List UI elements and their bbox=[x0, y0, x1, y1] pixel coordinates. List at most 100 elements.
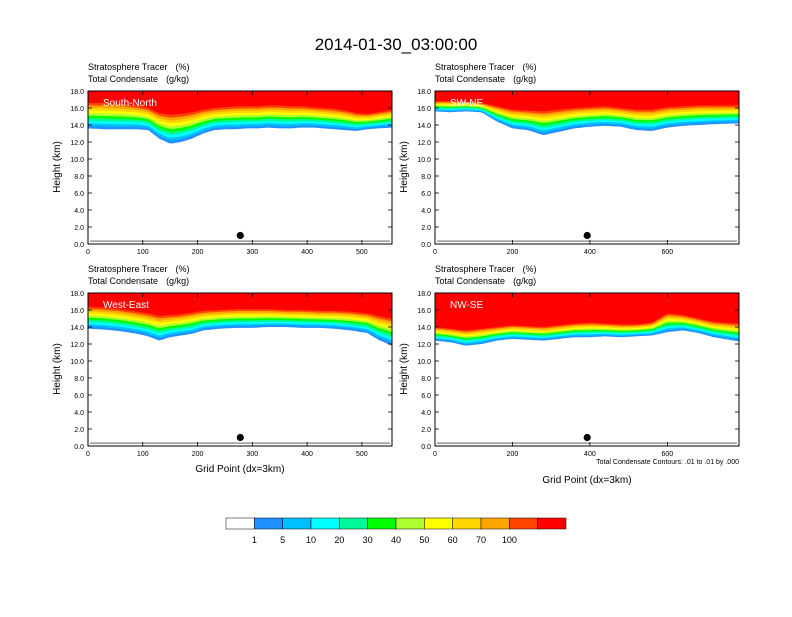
y-tick-label: 12.0 bbox=[417, 342, 431, 349]
colorbar-swatch bbox=[480, 517, 510, 530]
x-tick-label: 400 bbox=[301, 451, 313, 458]
section-label: NW-SE bbox=[450, 300, 483, 311]
colorbar-swatch bbox=[367, 517, 397, 530]
y-tick-label: 0.0 bbox=[74, 444, 84, 451]
colorbar-swatch bbox=[452, 517, 482, 530]
panel-header-line2: Total Condensate (g/kg) bbox=[88, 74, 189, 84]
panel-header-line1: Stratosphere Tracer (%) bbox=[88, 62, 190, 72]
x-tick-label: 200 bbox=[507, 451, 519, 458]
y-tick-label: 16.0 bbox=[70, 106, 84, 113]
colorbar-label: 50 bbox=[419, 535, 429, 545]
colorbar: 1 5 10 20 30 40 50 60 70 100 bbox=[225, 517, 567, 545]
y-tick-label: 4.0 bbox=[421, 410, 431, 417]
x-tick-label: 200 bbox=[192, 451, 204, 458]
section-plot: South-North 0.0 2.0 4.0 6.0 8.0 10.0 12.0 14.0 16… bbox=[70, 89, 393, 256]
section-plot: SW-NE 0.0 2.0 4.0 6.0 8.0 10.0 12.0 14.0 16.0 18.0… bbox=[417, 89, 740, 256]
x-tick-label: 200 bbox=[507, 249, 519, 256]
colorbar-label: 100 bbox=[502, 535, 517, 545]
x-tick-label: 400 bbox=[584, 249, 596, 256]
x-axis-label: Grid Point (dx=3km) bbox=[542, 475, 631, 486]
colorbar-swatch bbox=[537, 517, 567, 530]
tracer-band bbox=[435, 91, 739, 112]
plot-frame bbox=[87, 292, 393, 447]
colorbar-swatch bbox=[339, 517, 368, 530]
colorbar-label: 10 bbox=[306, 535, 316, 545]
x-tick-label: 0 bbox=[86, 249, 90, 256]
x-tick-label: 400 bbox=[301, 249, 313, 256]
x-tick-label: 100 bbox=[137, 249, 149, 256]
location-marker bbox=[236, 231, 244, 240]
colorbar-label: 30 bbox=[363, 535, 373, 545]
y-tick-label: 6.0 bbox=[74, 393, 84, 400]
y-tick-label: 2.0 bbox=[74, 427, 84, 434]
section-plot: NW-SE 0.0 2.0 4.0 6.0 8.0 10.0 12.0 14.0 16.0 18.0… bbox=[417, 291, 740, 458]
tracer-band bbox=[88, 91, 392, 115]
y-tick-label: 16.0 bbox=[417, 308, 431, 315]
section-plot: West-East 0.0 2.0 4.0 6.0 8.0 10.0 12.0 14.0 16.0… bbox=[70, 291, 393, 458]
y-tick-label: 10.0 bbox=[70, 157, 84, 164]
panel-sw-ne: Stratosphere Tracer (%) Total Condensate(… bbox=[399, 62, 740, 256]
y-tick-label: 18.0 bbox=[70, 291, 84, 298]
colorbar-swatch bbox=[225, 517, 255, 530]
y-tick-label: 0.0 bbox=[421, 444, 431, 451]
y-tick-label: 0.0 bbox=[74, 242, 84, 249]
x-tick-label: 0 bbox=[433, 249, 437, 256]
y-tick-label: 6.0 bbox=[421, 393, 431, 400]
y-tick-label: 2.0 bbox=[421, 427, 431, 434]
y-tick-label: 4.0 bbox=[421, 208, 431, 215]
x-tick-label: 0 bbox=[86, 451, 90, 458]
panel-header-line2: Total Condensate (g/kg) bbox=[435, 74, 536, 84]
panel-header-line2: Total Condensate (g/kg) bbox=[88, 276, 189, 286]
x-tick-label: 300 bbox=[246, 451, 258, 458]
y-tick-label: 10.0 bbox=[417, 359, 431, 366]
x-tick-label: 100 bbox=[137, 451, 149, 458]
y-tick-label: 8.0 bbox=[74, 174, 84, 181]
y-tick-label: 18.0 bbox=[70, 89, 84, 96]
plot-frame bbox=[434, 90, 740, 245]
y-tick-label: 14.0 bbox=[417, 123, 431, 130]
y-tick-label: 4.0 bbox=[74, 208, 84, 215]
y-tick-label: 0.0 bbox=[421, 242, 431, 249]
y-tick-label: 10.0 bbox=[417, 157, 431, 164]
x-axis-label: Grid Point (dx=3km) bbox=[195, 464, 284, 475]
y-tick-label: 16.0 bbox=[417, 106, 431, 113]
plot-frame bbox=[434, 292, 740, 447]
y-tick-label: 10.0 bbox=[70, 359, 84, 366]
colorbar-swatch bbox=[395, 517, 425, 530]
x-tick-label: 600 bbox=[662, 249, 674, 256]
tracer-band bbox=[435, 293, 739, 331]
plot-frame bbox=[87, 90, 393, 245]
colorbar-label: 20 bbox=[334, 535, 344, 545]
section-label: South-North bbox=[103, 98, 157, 109]
figure-title: 2014-01-30_03:00:00 bbox=[315, 35, 478, 54]
y-axis-label: Height (km) bbox=[52, 343, 63, 395]
y-tick-label: 18.0 bbox=[417, 89, 431, 96]
x-tick-label: 500 bbox=[356, 249, 368, 256]
colorbar-label: 70 bbox=[476, 535, 486, 545]
y-tick-label: 8.0 bbox=[421, 174, 431, 181]
panel-nw-se: Stratosphere Tracer (%) Total Condensate(… bbox=[399, 264, 740, 486]
y-tick-label: 2.0 bbox=[74, 225, 84, 232]
panel-header-line1: Stratosphere Tracer (%) bbox=[88, 264, 190, 274]
y-tick-label: 12.0 bbox=[417, 140, 431, 147]
colorbar-swatch bbox=[254, 517, 283, 530]
y-tick-label: 4.0 bbox=[74, 410, 84, 417]
section-label: SW-NE bbox=[450, 98, 483, 109]
x-tick-label: 0 bbox=[433, 451, 437, 458]
x-tick-label: 400 bbox=[584, 451, 596, 458]
y-axis-label: Height (km) bbox=[399, 343, 410, 395]
x-tick-label: 500 bbox=[356, 451, 368, 458]
location-marker bbox=[583, 433, 591, 442]
y-tick-label: 14.0 bbox=[70, 325, 84, 332]
y-tick-label: 2.0 bbox=[421, 225, 431, 232]
y-tick-label: 14.0 bbox=[70, 123, 84, 130]
colorbar-label: 1 bbox=[252, 535, 257, 545]
x-tick-label: 200 bbox=[192, 249, 204, 256]
y-tick-label: 6.0 bbox=[74, 191, 84, 198]
colorbar-label: 5 bbox=[280, 535, 285, 545]
y-tick-label: 16.0 bbox=[70, 308, 84, 315]
y-tick-label: 12.0 bbox=[70, 342, 84, 349]
panel-header-line2: Total Condensate (g/kg) bbox=[435, 276, 536, 286]
